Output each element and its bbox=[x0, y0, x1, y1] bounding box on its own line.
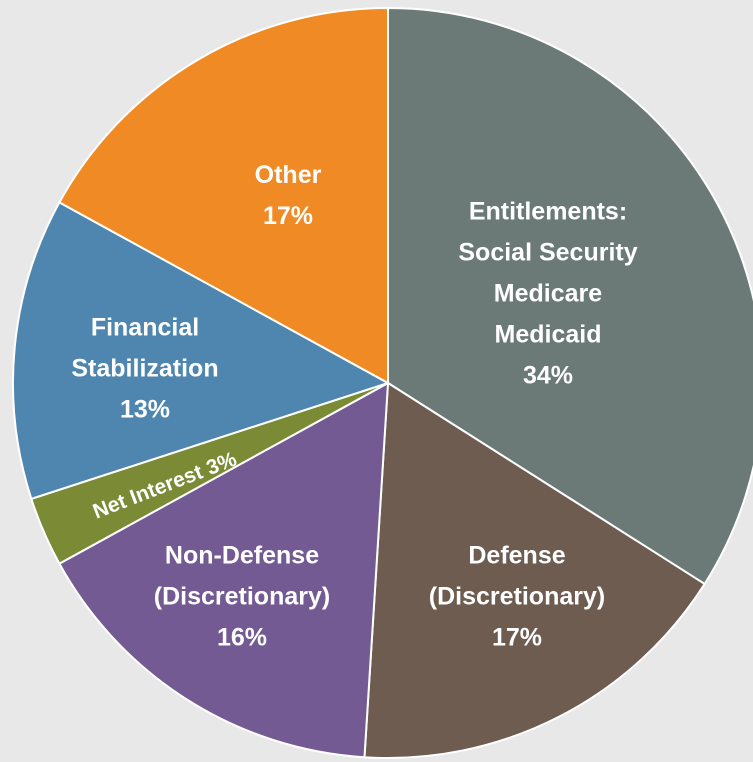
value-label: 34% bbox=[523, 362, 573, 390]
value-label: 17% bbox=[263, 202, 313, 230]
pie-slice bbox=[363, 381, 707, 759]
value-label: 16% bbox=[217, 624, 267, 652]
value-label: 17% bbox=[492, 624, 542, 652]
pie-slice bbox=[12, 200, 391, 501]
category-label: Medicaid bbox=[495, 321, 602, 349]
category-label: Other bbox=[255, 161, 322, 189]
category-label: (Discretionary) bbox=[429, 583, 605, 611]
category-label: Entitlements: bbox=[469, 198, 627, 226]
category-label: Defense bbox=[468, 542, 565, 570]
pie-slice bbox=[58, 6, 389, 385]
category-label: Non-Defense bbox=[165, 542, 319, 570]
category-label: Social Security bbox=[458, 239, 637, 267]
value-label: 13% bbox=[120, 396, 170, 424]
pie-slice bbox=[58, 381, 390, 759]
category-label: (Discretionary) bbox=[154, 583, 330, 611]
category-label: Financial bbox=[91, 314, 199, 342]
category-label: Stabilization bbox=[71, 355, 218, 383]
category-label: Medicare bbox=[494, 280, 602, 308]
